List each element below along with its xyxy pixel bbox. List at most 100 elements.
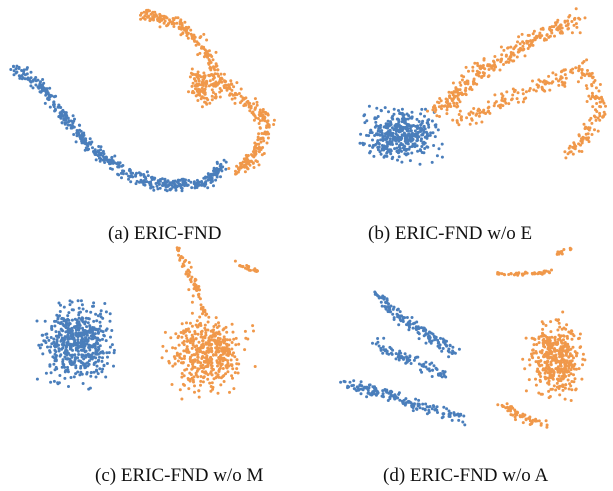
point-class-b [581, 363, 584, 367]
point-class-b [567, 374, 571, 377]
point-class-b [577, 134, 581, 138]
point-class-a [153, 176, 157, 180]
point-class-a [96, 352, 100, 356]
point-class-b [547, 396, 551, 400]
point-class-a [406, 152, 410, 156]
point-class-a [440, 142, 444, 146]
point-class-a [96, 359, 100, 363]
point-class-b [579, 143, 582, 147]
point-class-a [368, 131, 372, 135]
point-class-a [77, 327, 81, 331]
point-class-a [386, 119, 390, 123]
point-class-a [387, 302, 390, 306]
point-class-b [228, 352, 232, 356]
point-class-b [188, 330, 192, 334]
point-class-a [109, 335, 112, 339]
point-class-b [185, 350, 189, 354]
point-class-a [394, 132, 398, 136]
point-class-a [76, 338, 80, 342]
point-class-b [215, 339, 219, 343]
point-class-b [221, 367, 225, 370]
point-class-b [442, 104, 446, 108]
point-class-a [100, 359, 104, 363]
point-class-a [70, 329, 74, 333]
point-class-b [241, 160, 245, 164]
point-class-a [421, 407, 425, 411]
point-class-a [149, 180, 153, 184]
point-class-b [561, 83, 565, 87]
point-class-b [490, 64, 494, 68]
point-class-b [260, 153, 264, 157]
point-class-a [417, 403, 421, 407]
point-class-a [403, 152, 407, 156]
point-class-a [431, 131, 435, 135]
point-class-b [531, 32, 535, 36]
point-class-a [381, 294, 385, 298]
point-class-a [408, 320, 411, 324]
point-class-b [184, 258, 188, 262]
point-class-a [166, 179, 170, 183]
point-class-b [567, 348, 571, 351]
point-class-a [431, 332, 435, 336]
point-class-b [202, 375, 206, 379]
point-class-b [182, 28, 186, 32]
point-class-b [512, 59, 516, 63]
point-class-b [543, 89, 547, 93]
point-class-a [380, 129, 384, 133]
point-class-b [471, 65, 475, 69]
point-class-b [195, 287, 199, 291]
point-class-a [398, 356, 402, 360]
point-class-a [386, 310, 390, 314]
point-class-b [210, 98, 214, 102]
point-class-a [99, 312, 102, 316]
point-class-a [371, 145, 375, 149]
point-class-b [539, 423, 543, 427]
point-class-b [199, 383, 202, 387]
point-class-b [222, 335, 226, 339]
point-class-b [199, 375, 203, 378]
point-class-a [412, 402, 416, 406]
point-class-a [60, 347, 64, 351]
point-class-a [160, 184, 164, 187]
point-class-b [498, 103, 502, 107]
point-class-b [476, 109, 480, 113]
point-class-a [384, 122, 388, 126]
point-class-a [62, 343, 66, 347]
point-class-b [463, 88, 467, 92]
point-class-a [462, 414, 466, 418]
point-class-b [479, 67, 483, 71]
point-class-a [463, 423, 467, 427]
point-class-a [433, 135, 437, 139]
point-class-a [366, 386, 370, 390]
point-class-a [82, 133, 86, 137]
point-class-b [220, 89, 223, 93]
point-class-a [57, 343, 60, 347]
point-class-b [216, 391, 220, 395]
point-class-a [34, 79, 38, 83]
point-class-b [232, 351, 235, 355]
point-class-b [524, 417, 528, 421]
point-class-a [363, 121, 367, 125]
point-class-b [563, 397, 567, 401]
point-class-a [410, 404, 414, 407]
point-class-b [499, 45, 503, 49]
point-class-a [95, 364, 99, 368]
point-class-a [380, 131, 384, 135]
point-class-b [571, 145, 575, 149]
point-class-b [178, 256, 182, 260]
point-class-a [79, 338, 83, 342]
point-class-b [480, 120, 484, 124]
point-class-a [402, 356, 406, 360]
point-class-b [218, 360, 222, 364]
point-class-a [169, 187, 173, 191]
point-class-b [177, 249, 181, 252]
point-class-b [141, 16, 145, 20]
point-class-b [214, 323, 218, 327]
point-class-b [593, 128, 596, 132]
point-class-b [201, 380, 205, 384]
point-class-a [78, 135, 82, 139]
point-class-b [232, 387, 236, 391]
point-class-a [86, 321, 90, 325]
point-class-a [407, 114, 411, 118]
point-class-b [528, 87, 532, 90]
